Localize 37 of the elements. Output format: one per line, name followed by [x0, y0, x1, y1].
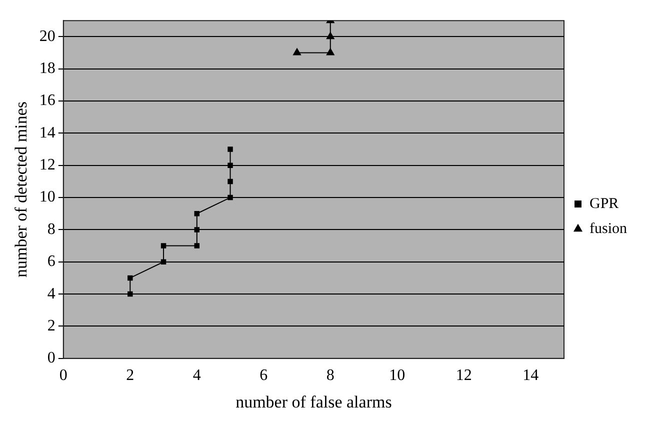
point [128, 291, 133, 297]
x-tick-label: 14 [522, 367, 539, 384]
y-tick-label: 12 [39, 156, 56, 174]
y-tick-label: 20 [39, 28, 56, 45]
x-tick-label: 8 [326, 367, 334, 384]
x-axis-title: number of false alarms [236, 392, 392, 412]
legend-label: fusion [590, 220, 628, 237]
point [228, 194, 233, 200]
x-tick-label: 2 [126, 367, 134, 384]
y-tick-label: 16 [39, 92, 56, 110]
point [194, 211, 200, 216]
y-tick-label: 8 [47, 220, 56, 238]
point [194, 227, 200, 232]
point [228, 178, 233, 184]
point [326, 48, 334, 56]
y-tick-label: 6 [47, 253, 56, 270]
y-tick-label: 14 [39, 124, 56, 142]
point [194, 243, 200, 248]
x-tick-label: 12 [456, 367, 472, 384]
point [160, 259, 166, 265]
x-tick-label: 6 [260, 367, 268, 384]
point [128, 275, 133, 281]
y-tick-label: 18 [39, 60, 56, 78]
y-tick-label: 10 [39, 188, 56, 206]
y-axis-title: number of detected mines [12, 101, 31, 278]
legend-label: GPR [590, 196, 619, 212]
y-tick-label: 4 [47, 285, 56, 302]
point [228, 146, 233, 152]
y-tick-label: 0 [47, 350, 56, 367]
x-tick-label: 10 [389, 367, 406, 384]
point [228, 162, 233, 168]
x-tick-label: 4 [192, 367, 201, 384]
point [160, 243, 166, 248]
x-tick-label: 0 [59, 367, 68, 384]
point [326, 32, 334, 40]
y-tick-label: 2 [47, 317, 56, 334]
point [293, 48, 301, 56]
